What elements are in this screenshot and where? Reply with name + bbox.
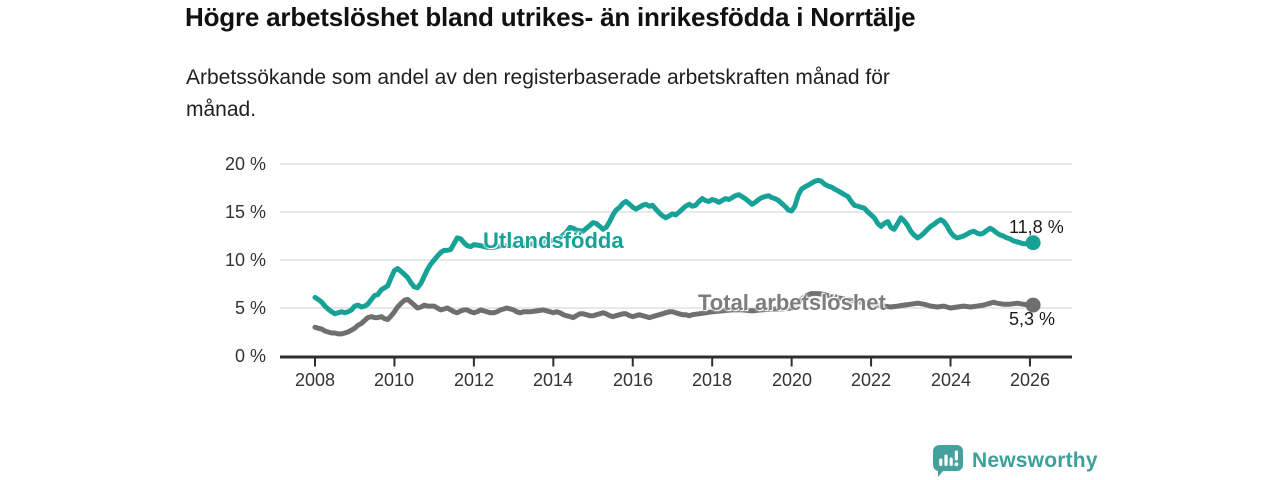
y-tick-label-5: 5 % bbox=[234, 298, 266, 318]
chart-subtitle-line2: månad. bbox=[186, 98, 257, 121]
newsworthy-logo[interactable]: Newsworthy bbox=[933, 444, 1098, 478]
x-tick-label-2020: 2020 bbox=[771, 370, 813, 390]
x-tick-label-2012: 2012 bbox=[453, 370, 495, 390]
newsworthy-icon bbox=[933, 445, 963, 477]
x-tick-label-2024: 2024 bbox=[930, 370, 972, 390]
series-label-utlandsfodda: Utlandsfödda bbox=[483, 228, 624, 253]
end-value-utlandsfodda: 11,8 % bbox=[1009, 217, 1064, 237]
y-tick-label-10: 10 % bbox=[224, 250, 266, 270]
end-value-total: 5,3 % bbox=[1009, 309, 1056, 329]
y-tick-label-15: 15 % bbox=[224, 202, 266, 222]
x-tick-label-2018: 2018 bbox=[691, 370, 733, 390]
x-tick-label-2010: 2010 bbox=[373, 370, 415, 390]
x-tick-label-2016: 2016 bbox=[612, 370, 654, 390]
newsworthy-wordmark: Newsworthy bbox=[972, 449, 1098, 472]
series-label-total: Total arbetslöshet bbox=[698, 290, 886, 315]
x-tick-label-2008: 2008 bbox=[294, 370, 336, 390]
y-tick-label-20: 20 % bbox=[224, 154, 266, 174]
x-tick-label-2014: 2014 bbox=[532, 370, 574, 390]
x-tick-label-2026: 2026 bbox=[1009, 370, 1051, 390]
chart-title: Högre arbetslöshet bland utrikes- än inr… bbox=[185, 2, 916, 32]
y-tick-label-0: 0 % bbox=[234, 346, 266, 366]
chart-subtitle: Arbetssökande som andel av den registerb… bbox=[186, 62, 890, 126]
x-tick-label-2022: 2022 bbox=[850, 370, 892, 390]
chart-subtitle-line1: Arbetssökande som andel av den registerb… bbox=[186, 66, 890, 89]
